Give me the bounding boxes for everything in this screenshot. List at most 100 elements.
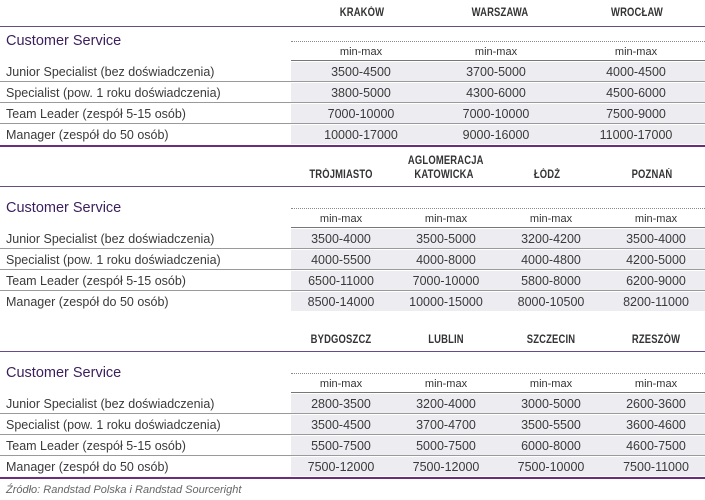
row-cells: 7000-10000 7000-10000 7500-9000	[291, 104, 705, 123]
row-label: Manager (zespół do 50 osób)	[6, 128, 169, 142]
cell-value: 2800-3500	[311, 397, 371, 411]
cell-value: 3500-4500	[331, 65, 391, 79]
cell-value: 3200-4200	[521, 232, 581, 246]
range-header-row: min-max min-max min-max	[291, 43, 705, 61]
cell-value: 3600-4600	[626, 418, 686, 432]
range-label: min-max	[634, 378, 678, 390]
range-label: min-max	[319, 213, 363, 225]
cell-value: 10000-17000	[324, 128, 398, 142]
section-bottom-divider	[0, 145, 705, 147]
city-header: SZCZECIN	[526, 334, 576, 346]
range-header-row: min-max min-max min-max min-max	[291, 375, 705, 393]
city-header: TRÓJMIASTO	[309, 169, 373, 181]
section-top-divider	[0, 26, 705, 27]
range-label: min-max	[424, 213, 468, 225]
cell-value: 6500-11000	[308, 274, 374, 288]
row-label: Junior Specialist (bez doświadczenia)	[6, 65, 215, 79]
cell-value: 7000-10000	[327, 107, 395, 121]
cell-value: 3500-4500	[311, 418, 371, 432]
section-top-divider	[0, 186, 705, 187]
table-row: Specialist (pow. 1 roku doświadczenia) 3…	[0, 83, 705, 103]
cell-value: 3700-4700	[416, 418, 476, 432]
cell-value: 9000-16000	[462, 128, 530, 142]
range-label: min-max	[319, 378, 363, 390]
table-row: Team Leader (zespół 5-15 osób) 6500-1100…	[0, 271, 705, 291]
cell-value: 4000-4800	[521, 253, 581, 267]
cell-value: 7000-10000	[462, 107, 530, 121]
city-header: POZNAŃ	[631, 169, 673, 181]
cell-value: 7500-10000	[517, 460, 585, 474]
dotted-divider	[291, 373, 705, 374]
row-label: Team Leader (zespół 5-15 osób)	[6, 274, 186, 288]
cell-value: 8200-11000	[623, 295, 689, 309]
cell-value: 3500-5500	[521, 418, 581, 432]
cell-value: 4300-6000	[466, 86, 526, 100]
cell-value: 7000-10000	[412, 274, 480, 288]
section-top-divider	[0, 351, 705, 352]
section-title: Customer Service	[6, 200, 122, 216]
section-title: Customer Service	[6, 33, 122, 49]
cell-value: 4200-5000	[626, 253, 686, 267]
salary-table-section-1: KRAKÓW WARSZAWA WROCŁAW Customer Service…	[0, 0, 705, 150]
cell-value: 4600-7500	[626, 439, 686, 453]
row-label: Junior Specialist (bez doświadczenia)	[6, 232, 215, 246]
range-label: min-max	[424, 378, 468, 390]
table-row: Junior Specialist (bez doświadczenia) 35…	[0, 62, 705, 82]
section-bottom-divider	[0, 477, 705, 479]
row-label: Specialist (pow. 1 roku doświadczenia)	[6, 86, 221, 100]
cell-value: 3500-4000	[311, 232, 371, 246]
cell-value: 7500-11000	[623, 460, 689, 474]
range-label: min-max	[529, 213, 573, 225]
row-cells: 3500-4500 3700-5000 4000-4500	[291, 62, 705, 81]
table-row: Junior Specialist (bez doświadczenia) 35…	[0, 229, 705, 249]
cell-value: 4500-6000	[606, 86, 666, 100]
cell-value: 4000-4500	[606, 65, 666, 79]
table-row: Manager (zespół do 50 osób) 7500-12000 7…	[0, 457, 705, 477]
cell-value: 4000-8000	[416, 253, 476, 267]
city-header: LUBLIN	[428, 334, 464, 346]
city-header: WROCŁAW	[611, 7, 663, 19]
row-label: Team Leader (zespół 5-15 osób)	[6, 107, 186, 121]
salary-table-section-2: TRÓJMIASTO AGLOMERACJA KATOWICKA ŁÓDŹ PO…	[0, 150, 705, 315]
cell-value: 10000-15000	[409, 295, 483, 309]
row-label: Specialist (pow. 1 roku doświadczenia)	[6, 253, 221, 267]
city-header: ŁÓDŹ	[533, 169, 561, 181]
table-row: Specialist (pow. 1 roku doświadczenia) 3…	[0, 415, 705, 435]
row-label: Manager (zespół do 50 osób)	[6, 460, 169, 474]
city-header: WARSZAWA	[471, 7, 529, 19]
table-row: Specialist (pow. 1 roku doświadczenia) 4…	[0, 250, 705, 270]
cell-value: 5800-8000	[521, 274, 581, 288]
cell-value: 3800-5000	[331, 86, 391, 100]
city-header: KRAKÓW	[339, 7, 385, 19]
row-cells: 3500-4500 3700-4700 3500-5500 3600-4600	[291, 415, 705, 434]
source-note: Źródło: Randstad Polska i Randstad Sourc…	[6, 484, 242, 496]
cell-value: 3500-4000	[626, 232, 686, 246]
row-label: Junior Specialist (bez doświadczenia)	[6, 397, 215, 411]
cell-value: 3700-5000	[466, 65, 526, 79]
row-cells: 6500-11000 7000-10000 5800-8000 6200-900…	[291, 271, 705, 290]
row-cells: 5500-7500 5000-7500 6000-8000 4600-7500	[291, 436, 705, 455]
cell-value: 8500-14000	[307, 295, 375, 309]
cell-value: 7500-9000	[606, 107, 666, 121]
row-label: Specialist (pow. 1 roku doświadczenia)	[6, 418, 221, 432]
cell-value: 5000-7500	[416, 439, 476, 453]
range-header-row: min-max min-max min-max min-max	[291, 210, 705, 228]
cell-value: 3000-5000	[521, 397, 581, 411]
cell-value: 3200-4000	[416, 397, 476, 411]
city-header: AGLOMERACJA KATOWICKA	[407, 155, 484, 181]
table-row: Junior Specialist (bez doświadczenia) 28…	[0, 394, 705, 414]
range-label: min-max	[339, 46, 383, 58]
row-cells: 3500-4000 3500-5000 3200-4200 3500-4000	[291, 229, 705, 248]
range-label: min-max	[614, 46, 658, 58]
cell-value: 6000-8000	[521, 439, 581, 453]
row-cells: 4000-5500 4000-8000 4000-4800 4200-5000	[291, 250, 705, 269]
row-cells: 3800-5000 4300-6000 4500-6000	[291, 83, 705, 102]
dotted-divider	[291, 208, 705, 209]
dotted-divider	[291, 41, 705, 42]
cell-value: 6200-9000	[626, 274, 686, 288]
cell-value: 3500-5000	[416, 232, 476, 246]
salary-table-section-3: BYDGOSZCZ LUBLIN SZCZECIN RZESZÓW Custom…	[0, 315, 705, 480]
row-cells: 7500-12000 7500-12000 7500-10000 7500-11…	[291, 457, 705, 476]
range-label: min-max	[529, 378, 573, 390]
table-row: Team Leader (zespół 5-15 osób) 7000-1000…	[0, 104, 705, 124]
